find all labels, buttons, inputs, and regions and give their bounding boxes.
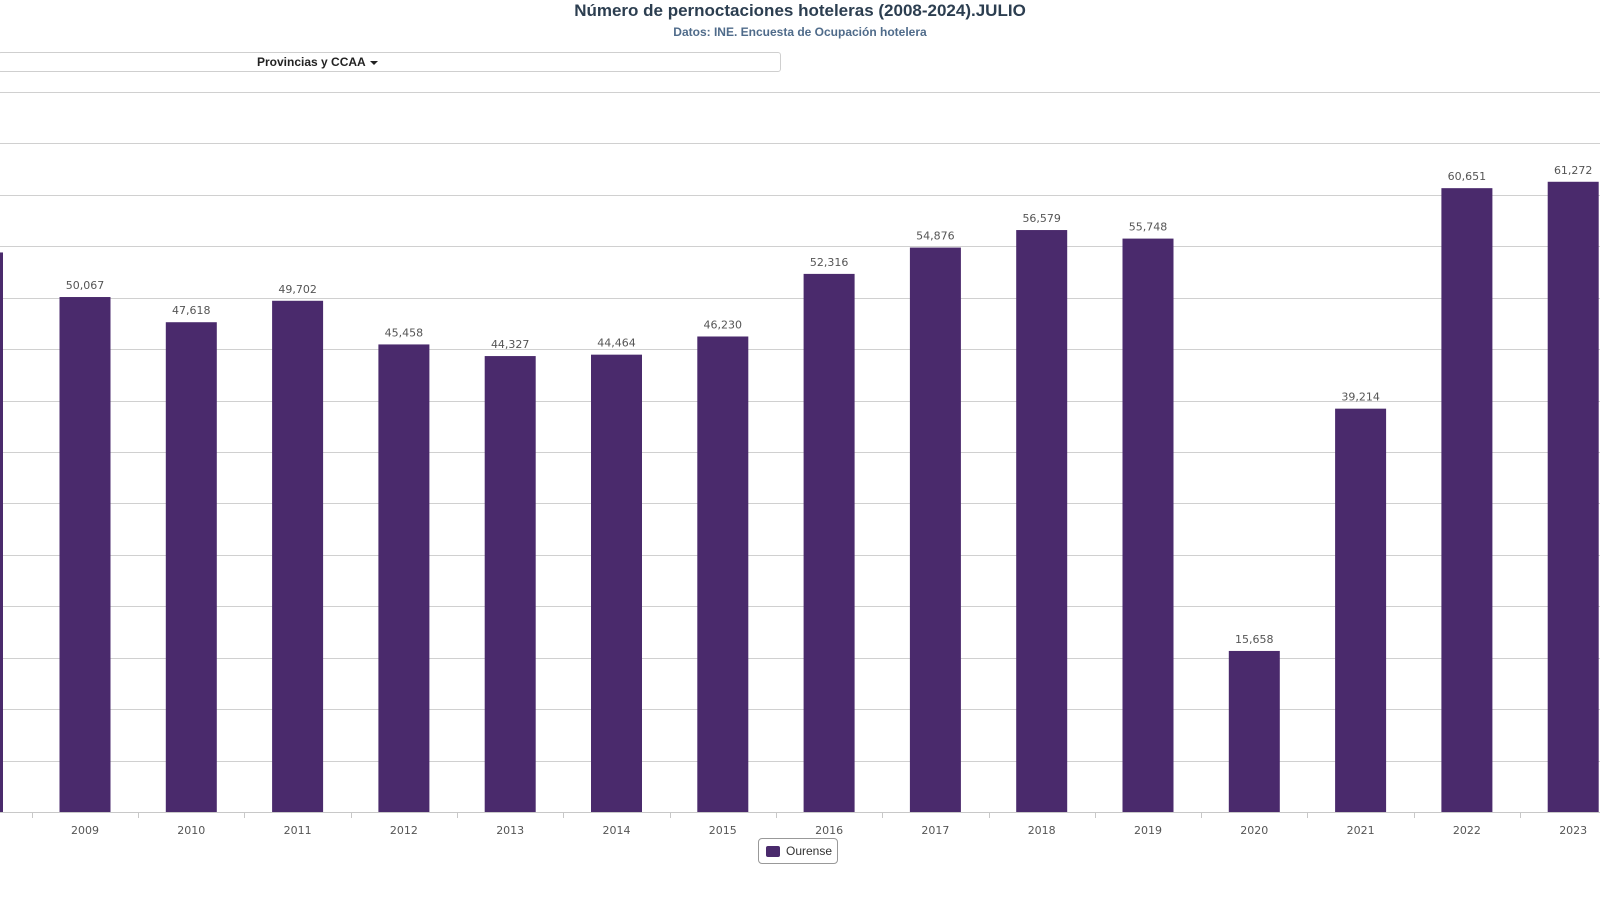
- legend-item-ourense[interactable]: Ourense: [758, 838, 838, 864]
- data-label-2019: 55,748: [1129, 221, 1168, 234]
- bar-2013: [484, 356, 536, 812]
- bar-2011: [272, 300, 324, 812]
- bar-2020: [1228, 650, 1280, 812]
- caret-down-icon: [369, 60, 378, 65]
- data-label-2014: 44,464: [597, 337, 636, 350]
- chart-subtitle: Datos: INE. Encuesta de Ocupación hotele…: [673, 25, 927, 39]
- x-tick-label-2012: 2012: [390, 824, 418, 837]
- filter-bar: Provincias y CCAA: [0, 52, 781, 72]
- provinces-dropdown[interactable]: Provincias y CCAA: [257, 53, 378, 71]
- bar-2012: [378, 344, 430, 812]
- data-label-2012: 45,458: [385, 326, 424, 339]
- bar-2019: [1122, 238, 1174, 813]
- bar-2014: [591, 354, 642, 812]
- x-tick-label-2019: 2019: [1134, 824, 1162, 837]
- data-label-2016: 52,316: [810, 256, 849, 269]
- chart-title: Número de pernoctaciones hoteleras (2008…: [574, 1, 1026, 20]
- x-tick-label-2014: 2014: [603, 824, 631, 837]
- bar-2010: [165, 322, 217, 812]
- legend-label: Ourense: [786, 844, 833, 858]
- x-tick-label-2011: 2011: [284, 824, 312, 837]
- data-label-2011: 49,702: [278, 283, 317, 296]
- bar-2008: [0, 252, 3, 812]
- x-tick-label-2015: 2015: [709, 824, 737, 837]
- x-tick-label-2013: 2013: [496, 824, 524, 837]
- data-label-2022: 60,651: [1448, 170, 1487, 183]
- bar-2023: [1547, 181, 1599, 813]
- x-tick-label-2017: 2017: [921, 824, 949, 837]
- x-tick-label-2016: 2016: [815, 824, 843, 837]
- data-label-2017: 54,876: [916, 230, 955, 243]
- data-label-2013: 44,327: [491, 338, 530, 351]
- bar-2021: [1335, 408, 1387, 812]
- x-tick-label-2021: 2021: [1347, 824, 1375, 837]
- bar-2018: [1016, 230, 1068, 813]
- data-label-2018: 56,579: [1022, 212, 1061, 225]
- x-tick-label-2023: 2023: [1559, 824, 1587, 837]
- bar-2016: [803, 273, 855, 812]
- bar-2022: [1441, 188, 1493, 813]
- data-label-2020: 15,658: [1235, 633, 1274, 646]
- x-tick-label-2009: 2009: [71, 824, 99, 837]
- bar-2015: [697, 336, 749, 812]
- data-label-2021: 39,214: [1341, 391, 1380, 404]
- bar-2009: [59, 297, 111, 812]
- data-label-2015: 46,230: [704, 318, 743, 331]
- data-label-2009: 50,067: [66, 279, 105, 292]
- data-label-2010: 47,618: [172, 304, 211, 317]
- bar-2017: [909, 247, 961, 812]
- x-tick-label-2020: 2020: [1240, 824, 1268, 837]
- x-tick-label-2018: 2018: [1028, 824, 1056, 837]
- data-label-2023: 61,272: [1554, 164, 1593, 177]
- legend-swatch: [766, 846, 780, 857]
- provinces-dropdown-label: Provincias y CCAA: [257, 55, 366, 69]
- x-tick-label-2022: 2022: [1453, 824, 1481, 837]
- x-tick-label-2010: 2010: [177, 824, 205, 837]
